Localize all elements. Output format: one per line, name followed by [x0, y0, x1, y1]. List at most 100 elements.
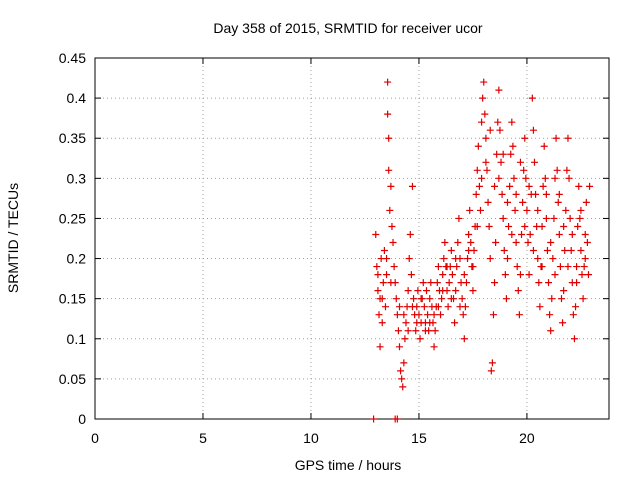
data-point [421, 327, 429, 335]
data-point [478, 118, 486, 126]
data-point [383, 271, 391, 279]
data-point [498, 190, 506, 198]
data-point [520, 166, 528, 174]
data-point [453, 263, 461, 271]
data-point [577, 206, 585, 214]
data-point [580, 263, 588, 271]
x-axis-label: GPS time / hours [295, 457, 402, 473]
data-point [473, 166, 481, 174]
data-point [496, 126, 504, 134]
data-point [376, 343, 384, 351]
data-point [493, 150, 501, 158]
data-point [464, 255, 472, 263]
data-point [514, 287, 522, 295]
data-point [550, 214, 558, 222]
data-point [374, 287, 382, 295]
data-point [460, 335, 468, 343]
y-tick-label: 0.45 [59, 50, 86, 66]
data-point [458, 295, 466, 303]
data-point [469, 287, 477, 295]
data-point [542, 190, 550, 198]
axis-ticks: 0 0.05 0.1 0.15 0.2 0.25 0.3 0.35 0.4 0.45 0 5 10 15 2… [59, 50, 609, 446]
data-point [521, 222, 529, 230]
data-point [564, 263, 572, 271]
data-point [481, 110, 489, 118]
data-point [509, 142, 517, 150]
x-tick-label: 10 [303, 430, 319, 446]
data-point [556, 263, 564, 271]
data-point [499, 150, 507, 158]
data-point [404, 327, 412, 335]
data-point [408, 303, 416, 311]
data-point [534, 255, 542, 263]
data-point [507, 150, 515, 158]
data-point [572, 303, 580, 311]
data-point [511, 206, 519, 214]
data-point [560, 222, 568, 230]
data-point [445, 279, 453, 287]
data-point [508, 118, 516, 126]
data-point [462, 279, 470, 287]
data-point [410, 295, 418, 303]
data-point [375, 311, 383, 319]
grid-lines [95, 58, 609, 419]
data-point [398, 375, 406, 383]
data-point [581, 230, 589, 238]
data-point [416, 335, 424, 343]
data-point [378, 295, 386, 303]
data-point [510, 174, 518, 182]
data-point [392, 295, 400, 303]
data-point [405, 255, 413, 263]
data-point [487, 367, 495, 375]
data-point [472, 190, 480, 198]
data-point [497, 158, 505, 166]
data-point [467, 239, 475, 247]
data-point [565, 174, 573, 182]
data-point [564, 134, 572, 142]
data-point [439, 287, 447, 295]
data-point [380, 247, 388, 255]
data-point [486, 126, 494, 134]
y-tick-label: 0.1 [67, 331, 87, 347]
x-tick-label: 0 [91, 430, 99, 446]
data-point [547, 239, 555, 247]
data-point [393, 311, 401, 319]
data-point [420, 303, 428, 311]
x-tick-label: 20 [519, 430, 535, 446]
data-point [437, 311, 445, 319]
data-point [417, 295, 425, 303]
y-tick-label: 0.2 [67, 251, 87, 267]
data-point [542, 214, 550, 222]
data-point [512, 190, 520, 198]
data-point [573, 279, 581, 287]
data-point [529, 126, 537, 134]
data-point [522, 174, 530, 182]
data-point [502, 295, 510, 303]
data-point [547, 327, 555, 335]
data-point [536, 303, 544, 311]
data-point [553, 166, 561, 174]
data-point [370, 415, 378, 423]
data-point [430, 311, 438, 319]
data-point [526, 230, 534, 238]
data-point [440, 255, 448, 263]
data-point [477, 206, 484, 214]
y-tick-label: 0.3 [67, 170, 87, 186]
data-point [459, 311, 467, 319]
x-tick-label: 5 [199, 430, 207, 446]
data-point [535, 279, 543, 287]
data-point [452, 255, 460, 263]
data-point [583, 239, 591, 247]
data-point [505, 222, 513, 230]
y-tick-label: 0.05 [59, 371, 86, 387]
data-point [549, 255, 557, 263]
data-point [578, 271, 586, 279]
data-point [485, 222, 493, 230]
data-point [529, 247, 537, 255]
data-point [570, 335, 578, 343]
data-point [465, 247, 473, 255]
data-point [414, 287, 422, 295]
data-point [521, 134, 529, 142]
data-point [555, 230, 563, 238]
data-point [562, 206, 570, 214]
